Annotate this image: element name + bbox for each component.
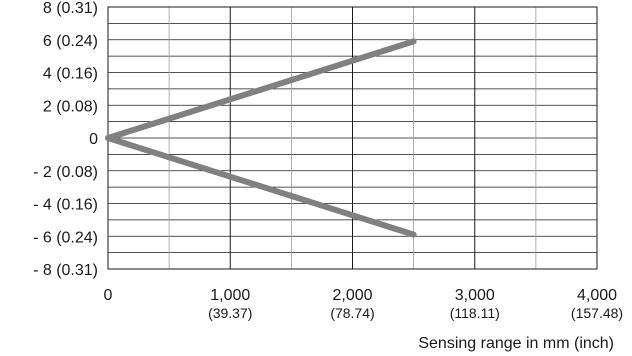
y-tick-label: - 4 (0.16) [33,197,98,214]
x-tick-sublabel: (39.37) [208,305,252,321]
x-tick-sublabel: (157.48) [571,305,623,321]
x-tick-label: 1,000 [210,287,250,304]
x-tick-label: 4,000 [577,287,617,304]
lower-limit-line [105,135,417,238]
x-tick-label: 2,000 [332,287,372,304]
x-tick-label: 3,000 [455,287,495,304]
y-tick-label: 0 [89,131,98,148]
y-tick-label: 4 (0.16) [43,66,98,83]
x-tick-label: 0 [104,287,113,304]
series-lines [105,38,417,238]
upper-limit-line [105,38,417,141]
chart-grid [108,7,597,269]
y-tick-label: - 6 (0.24) [33,229,98,246]
y-tick-label: - 2 (0.08) [33,164,98,181]
x-tick-sublabel: (78.74) [330,305,374,321]
x-axis-tick-labels: 0 1,000(39.37) 2,000(78.74) 3,000(118.11) 4,… [104,287,624,321]
y-axis-tick-labels: 8 (0.31) 6 (0.24) 4 (0.16) 2 (0.08) 0 - 2 (0.… [33,0,98,279]
y-tick-label: 6 (0.24) [43,33,98,50]
x-tick-sublabel: (118.11) [450,305,500,321]
y-tick-label: - 8 (0.31) [33,262,98,279]
y-tick-label: 2 (0.08) [43,98,98,115]
x-axis-label: Sensing range in mm (inch) [418,335,614,352]
y-tick-label: 8 (0.31) [43,0,98,17]
